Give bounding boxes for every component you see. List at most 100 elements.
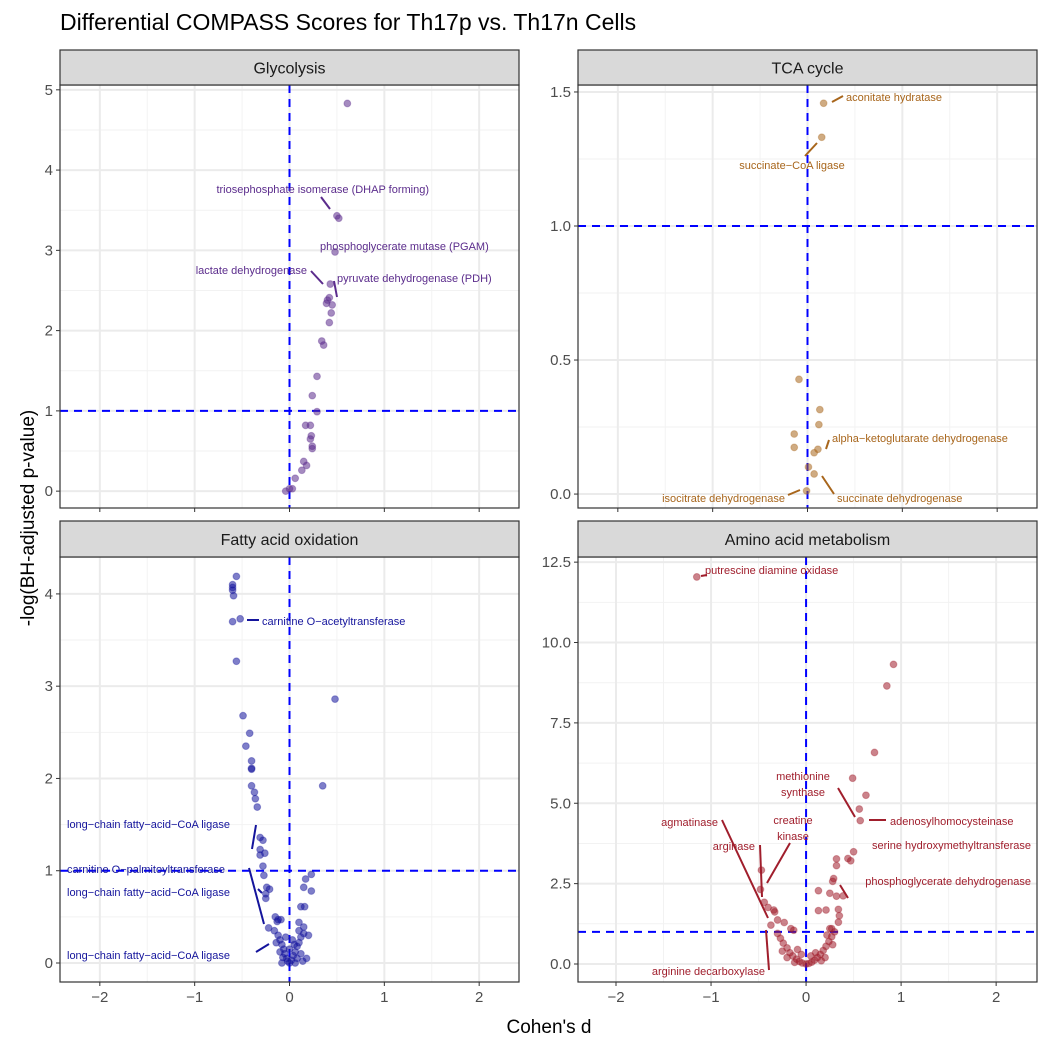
data-point: [307, 887, 316, 895]
point-label: phosphoglycerate mutase (PGAM): [320, 241, 489, 253]
label-leader-line: [310, 270, 324, 285]
x-tick-label: −2: [607, 989, 624, 1006]
data-point: [862, 791, 870, 800]
data-point: [264, 924, 273, 932]
data-point: [795, 375, 803, 384]
label-leader-line: [837, 787, 856, 818]
data-point: [295, 918, 303, 927]
data-point: [250, 788, 259, 797]
data-point: [814, 420, 823, 429]
data-point: [789, 926, 798, 935]
label-leader-line: [821, 475, 835, 495]
data-point: [834, 918, 843, 927]
data-point: [790, 443, 799, 452]
point-label: adenosylhomocysteinase: [890, 816, 1014, 828]
data-point: [272, 938, 281, 947]
label-leader-line: [766, 842, 791, 884]
x-tick-label: 1: [380, 989, 388, 1006]
facet-strip: [577, 49, 1038, 86]
data-point: [326, 280, 335, 288]
data-point: [889, 660, 898, 669]
data-point: [780, 918, 789, 927]
point-label: arginase: [713, 841, 755, 853]
data-point: [334, 214, 343, 223]
data-point: [302, 461, 311, 470]
data-point: [790, 430, 799, 438]
label-leader-line: [804, 142, 818, 157]
y-tick-label: 1: [45, 403, 53, 420]
facet-strip: [59, 520, 520, 558]
y-tick-label: 1.5: [550, 84, 571, 101]
panel-fatty-acid-oxidation: carnitine O−acetyltransferase long−chain …: [45, 520, 520, 1006]
data-point: [846, 856, 855, 865]
point-label: carnitine O−acetyltransferase: [262, 616, 405, 628]
label-leader-line: [257, 888, 263, 894]
data-point: [830, 927, 839, 936]
data-point: [295, 926, 303, 935]
data-point: [291, 959, 300, 967]
data-point: [306, 421, 315, 430]
y-tick-label: 5.0: [550, 795, 571, 812]
data-point: [810, 470, 819, 478]
y-tick-label: 7.5: [550, 715, 571, 732]
data-point: [276, 948, 284, 956]
data-point: [770, 908, 779, 916]
data-point: [236, 614, 245, 623]
label-leader-line: [333, 280, 338, 298]
point-label: aconitate hydratase: [846, 92, 942, 104]
y-tick-label: 3: [45, 678, 53, 695]
point-label: phosphoglycerate dehydrogenase: [865, 876, 1031, 888]
data-point: [232, 572, 241, 581]
point-label: lactate dehydrogenase: [196, 265, 307, 277]
label-leader-line: [251, 824, 257, 850]
data-point: [811, 948, 820, 957]
x-tick-label: 2: [475, 989, 483, 1006]
data-point: [778, 947, 787, 956]
data-point: [815, 405, 824, 414]
data-point: [313, 407, 321, 416]
facet-strip-label: Glycolysis: [253, 61, 325, 78]
point-label: long−chain fatty−acid−CoA ligase: [67, 950, 230, 962]
facet-strip-label: Fatty acid oxidation: [221, 532, 359, 549]
facet-strip-label: TCA cycle: [771, 61, 843, 78]
chart-title: Differential COMPASS Scores for Th17p vs…: [60, 9, 636, 35]
label-leader-line: [700, 574, 708, 577]
data-point: [328, 301, 337, 309]
data-point: [308, 444, 317, 453]
data-point: [270, 926, 279, 935]
data-point: [308, 391, 317, 400]
data-point: [313, 372, 321, 381]
data-point: [232, 657, 241, 666]
data-point: [301, 875, 310, 883]
data-point: [307, 870, 316, 879]
y-tick-label: 0: [45, 483, 53, 500]
data-point: [834, 905, 843, 914]
data-point: [819, 99, 828, 108]
point-label: synthase: [781, 787, 825, 799]
data-point: [797, 950, 806, 959]
panel-glycolysis: triosephosphate isomerase (DHAP forming)…: [45, 49, 520, 512]
point-label: long−chain fatty−acid−CoA ligase: [67, 887, 230, 899]
point-label: long−chain fatty−acid−CoA ligase: [67, 819, 230, 831]
point-label: succinate dehydrogenase: [837, 493, 962, 505]
data-point: [241, 742, 250, 751]
data-point: [825, 924, 834, 933]
data-point: [817, 133, 826, 142]
label-leader-line: [721, 819, 769, 919]
data-point: [823, 931, 831, 939]
data-point: [288, 936, 297, 944]
data-point: [810, 448, 819, 457]
label-leader-line: [255, 943, 270, 953]
x-tick-label: 1: [897, 989, 905, 1006]
point-label: pyruvate dehydrogenase (PDH): [337, 273, 492, 285]
x-axis-title: Cohen's d: [507, 1017, 592, 1038]
data-point: [259, 871, 268, 880]
data-point: [855, 805, 864, 813]
x-tick-label: 0: [285, 989, 293, 1006]
data-point: [318, 781, 327, 790]
data-point: [251, 794, 260, 803]
y-axis-title: -log(BH-adjusted p-value): [18, 410, 39, 627]
data-point: [756, 885, 765, 894]
point-label: arginine decarboxylase: [652, 966, 765, 978]
data-point: [802, 486, 811, 495]
